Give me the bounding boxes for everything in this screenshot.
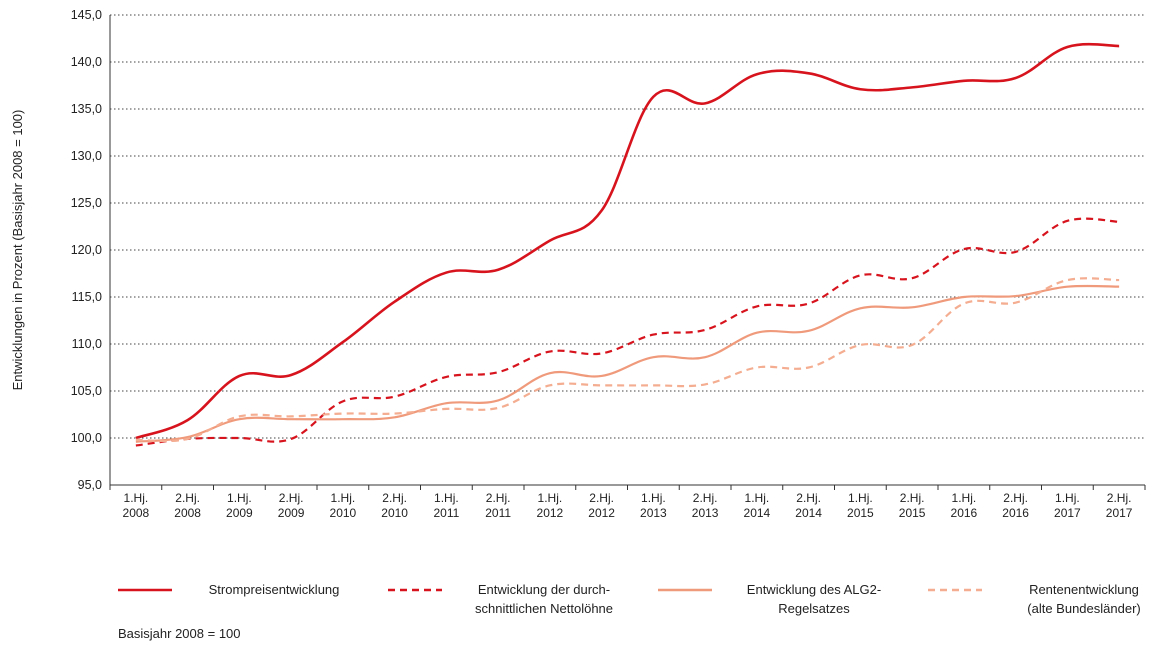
- x-tick-label: 1.Hj. 2010: [329, 491, 357, 520]
- y-tick-label: 105,0: [71, 384, 102, 398]
- y-tick-label: 110,0: [72, 337, 102, 351]
- x-tick-label: 1.Hj. 2013: [640, 491, 667, 520]
- y-tick-label: 145,0: [71, 8, 102, 22]
- y-tick-label: 100,0: [71, 431, 102, 445]
- x-tick-label: 1.Hj. 2014: [743, 491, 771, 520]
- x-tick-label: 2.Hj. 2011: [485, 491, 512, 520]
- y-axis-label: Entwicklungen in Prozent (Basisjahr 2008…: [10, 110, 25, 391]
- x-tick-label: 2.Hj. 2009: [277, 491, 305, 520]
- x-tick-label: 2.Hj. 2014: [795, 491, 822, 520]
- line-series: [135, 284, 1120, 443]
- y-tick-label: 95,0: [78, 478, 102, 492]
- x-tick-label: 1.Hj. 2009: [226, 491, 253, 520]
- y-tick-label: 140,0: [71, 55, 102, 69]
- line-series: [135, 42, 1120, 440]
- x-tick-label: 1.Hj. 2012: [536, 491, 564, 520]
- x-tick-label: 1.Hj. 2015: [847, 491, 874, 520]
- y-tick-label: 135,0: [71, 102, 102, 116]
- x-tick-label: 1.Hj. 2017: [1054, 491, 1081, 520]
- line-series: [135, 277, 1120, 443]
- y-tick-label: 130,0: [71, 149, 102, 163]
- x-tick-label: 2.Hj. 2016: [1002, 491, 1029, 520]
- x-tick-label: 1.Hj. 2016: [950, 491, 978, 520]
- legend-label: Entwicklung des ALG2- Regelsatzes: [746, 582, 882, 616]
- legend-label: Entwicklung der durch- schnittlichen Net…: [474, 582, 614, 616]
- x-tick-label: 2.Hj. 2017: [1105, 491, 1133, 520]
- y-tick-label: 120,0: [71, 243, 102, 257]
- line-series: [135, 217, 1120, 447]
- x-tick-label: 2.Hj. 2015: [898, 491, 926, 520]
- x-tick-label: 1.Hj. 2008: [122, 491, 150, 520]
- x-tick-label: 1.Hj. 2011: [433, 491, 460, 520]
- x-tick-label: 2.Hj. 2008: [174, 491, 201, 520]
- legend-label: Rentenentwicklung (alte Bundesländer): [1027, 582, 1141, 616]
- x-tick-label: 2.Hj. 2010: [381, 491, 408, 520]
- x-tick-label: 2.Hj. 2013: [691, 491, 719, 520]
- x-tick-label: 2.Hj. 2012: [588, 491, 615, 520]
- footnote: Basisjahr 2008 = 100: [118, 626, 241, 641]
- y-tick-label: 125,0: [71, 196, 102, 210]
- legend-label: Strompreisentwicklung: [208, 582, 340, 597]
- y-tick-label: 115,0: [72, 290, 102, 304]
